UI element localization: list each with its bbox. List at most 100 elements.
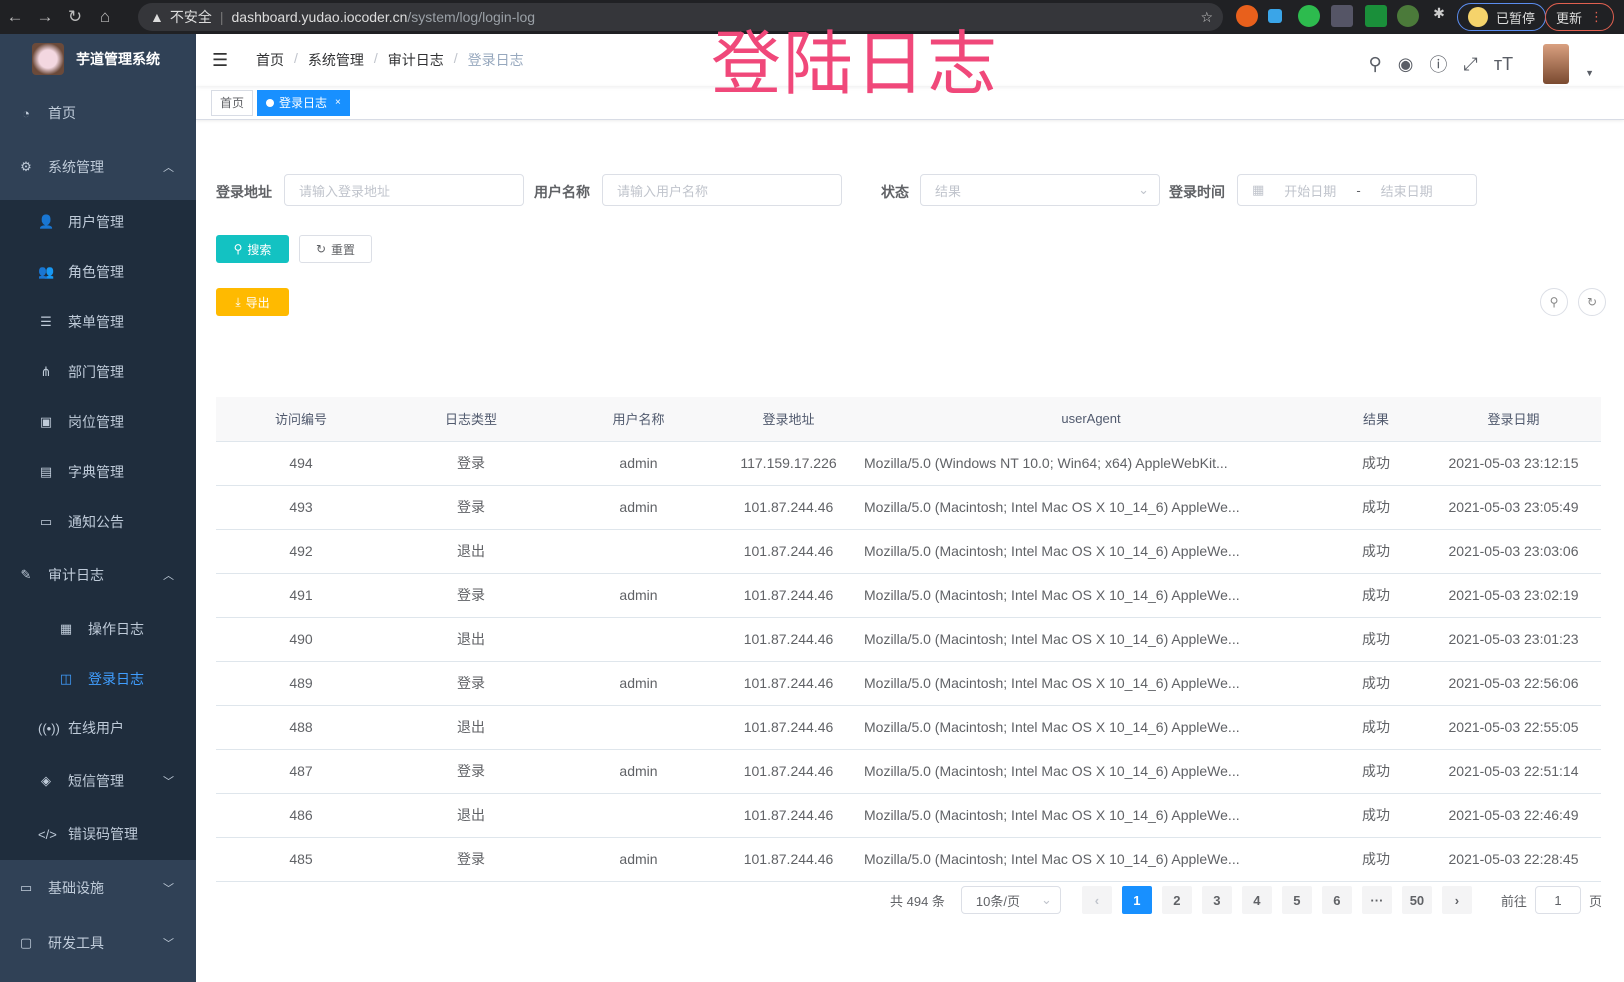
sidebar-item-label: 在线用户	[68, 720, 124, 736]
sidebar-item[interactable]: ◔ 首页	[0, 88, 196, 138]
caret-down-icon[interactable]: ▼	[1585, 68, 1594, 78]
font-size-icon[interactable]: ᴛT	[1493, 53, 1514, 74]
sidebar-item[interactable]: ▦ 操作日志	[0, 604, 196, 654]
avatar[interactable]	[1543, 44, 1570, 84]
goto-value: 1	[1554, 892, 1562, 908]
extension-icon[interactable]	[1298, 5, 1320, 27]
page-button[interactable]: 50	[1401, 886, 1432, 914]
puzzle-icon[interactable]: ✱	[1433, 5, 1445, 21]
sidebar-item[interactable]: ⋔ 部门管理	[0, 347, 196, 397]
fullscreen-icon[interactable]: ⤢	[1463, 53, 1478, 74]
sidebar-item[interactable]: ((•)) 在线用户	[0, 703, 196, 753]
prev-page-button[interactable]: ‹	[1081, 886, 1112, 914]
calendar-icon: ▦	[1252, 182, 1265, 197]
sidebar-item[interactable]: </> 错误码管理	[0, 809, 196, 859]
refresh-button[interactable]: ↻	[1578, 288, 1606, 316]
table-cell: 485	[216, 837, 386, 882]
extension-icon[interactable]	[1397, 5, 1419, 27]
page-button[interactable]: 2	[1161, 886, 1192, 914]
tag-login-log[interactable]: 登录日志 ×	[257, 89, 350, 116]
table-cell: 101.87.244.46	[721, 529, 856, 574]
active-dot	[266, 98, 275, 107]
home-icon[interactable]: ⌂	[99, 7, 111, 26]
username-input[interactable]: 请输入用户名称	[602, 174, 842, 206]
page-button[interactable]: 4	[1241, 886, 1272, 914]
search-button[interactable]: ⚲ 搜索	[216, 235, 289, 263]
page-button[interactable]: 3	[1201, 886, 1232, 914]
table-row[interactable]: 494 登录 admin 117.159.17.226 Mozilla/5.0 (Win…	[216, 441, 1601, 486]
table-cell: 成功	[1326, 441, 1426, 486]
sidebar-item[interactable]: 👤 用户管理	[0, 197, 196, 247]
chevron-down-icon: ⌄	[1041, 892, 1052, 907]
sidebar-item[interactable]: ◫ 登录日志	[0, 654, 196, 704]
github-icon[interactable]: ◉	[1397, 53, 1414, 74]
column-header: 登录日期	[1426, 397, 1601, 442]
sidebar-item[interactable]: ✎ 审计日志 ︿	[0, 550, 196, 600]
table-row[interactable]: 487 登录 admin 101.87.244.46 Mozilla/5.0 (Maci…	[216, 749, 1601, 794]
address-bar[interactable]: ▲ 不安全 | dashboard.yudao.iocoder.cn/syste…	[138, 3, 1223, 31]
table-cell: 101.87.244.46	[721, 573, 856, 618]
code-icon: </>	[38, 826, 57, 842]
sidebar-item[interactable]: ▣ 岗位管理	[0, 397, 196, 447]
next-page-button[interactable]: ›	[1441, 886, 1472, 914]
hamburger-icon[interactable]: ☰	[212, 49, 229, 70]
table-cell: 成功	[1326, 661, 1426, 706]
sidebar-item-label: 短信管理	[68, 773, 124, 789]
table-row[interactable]: 491 登录 admin 101.87.244.46 Mozilla/5.0 (Maci…	[216, 573, 1601, 618]
table-cell	[556, 793, 721, 838]
search-icon[interactable]: ⚲	[1368, 53, 1382, 74]
extension-icon[interactable]	[1236, 5, 1258, 27]
date-range-picker[interactable]: ▦ 开始日期 - 结束日期	[1237, 174, 1477, 206]
table-row[interactable]: 486 退出 101.87.244.46 Mozilla/5.0 (Macintosh…	[216, 793, 1601, 838]
page-button[interactable]: 5	[1281, 886, 1312, 914]
table-cell: 登录	[386, 661, 556, 706]
sidebar-item[interactable]: ◈ 短信管理 ﹀	[0, 756, 196, 806]
tag-home[interactable]: 首页	[211, 89, 254, 116]
sidebar-item[interactable]: ▭ 通知公告	[0, 497, 196, 547]
extension-icon[interactable]	[1331, 5, 1353, 27]
reload-icon[interactable]: ↻	[67, 7, 83, 26]
table-row[interactable]: 493 登录 admin 101.87.244.46 Mozilla/5.0 (Maci…	[216, 485, 1601, 530]
table-row[interactable]: 490 退出 101.87.244.46 Mozilla/5.0 (Macintosh…	[216, 617, 1601, 662]
sidebar-item[interactable]: ▢ 研发工具 ﹀	[0, 918, 196, 968]
page-button[interactable]: 6	[1321, 886, 1352, 914]
export-button[interactable]: ⤓ 导出	[216, 288, 289, 316]
extension-icon[interactable]	[1268, 9, 1282, 23]
page-size-select[interactable]: 10条/页 ⌄	[960, 886, 1061, 914]
question-icon[interactable]: ⓘ	[1429, 55, 1448, 75]
table-cell: 2021-05-03 22:56:06	[1426, 661, 1601, 706]
update-button[interactable]: 更新 ⋮	[1545, 3, 1615, 31]
table-cell: 2021-05-03 22:46:49	[1426, 793, 1601, 838]
sidebar-item[interactable]: ▭ 基础设施 ﹀	[0, 863, 196, 913]
ip-input[interactable]: 请输入登录地址	[284, 174, 524, 206]
table-cell: 成功	[1326, 617, 1426, 662]
sidebar-item[interactable]: ☰ 菜单管理	[0, 297, 196, 347]
tag-label: 首页	[220, 96, 245, 110]
sidebar-item-label: 系统管理	[48, 159, 104, 175]
sidebar-item[interactable]: ⚙ 系统管理 ︿	[0, 142, 196, 192]
page-button[interactable]: 1	[1121, 886, 1152, 914]
forward-icon[interactable]: →	[36, 7, 54, 26]
table-row[interactable]: 485 登录 admin 101.87.244.46 Mozilla/5.0 (Maci…	[216, 837, 1601, 882]
breadcrumb-item: 系统管理	[307, 52, 364, 68]
sidebar-item-label: 字典管理	[68, 464, 124, 480]
sidebar-item[interactable]: ▤ 字典管理	[0, 447, 196, 497]
status-select[interactable]: 结果 ⌄	[920, 174, 1160, 206]
profile-button[interactable]: 已暂停	[1457, 3, 1547, 31]
toggle-search-button[interactable]: ⚲	[1540, 288, 1568, 316]
extension-icon[interactable]	[1365, 5, 1387, 27]
bookmark-star-icon[interactable]: ☆	[1200, 8, 1213, 25]
table-cell: 2021-05-03 23:03:06	[1426, 529, 1601, 574]
table-cell: 101.87.244.46	[721, 661, 856, 706]
reset-button[interactable]: ↻ 重置	[299, 235, 372, 263]
page-button[interactable]: ···	[1361, 886, 1392, 914]
table-row[interactable]: 492 退出 101.87.244.46 Mozilla/5.0 (Macintosh…	[216, 529, 1601, 574]
table-row[interactable]: 489 登录 admin 101.87.244.46 Mozilla/5.0 (Maci…	[216, 661, 1601, 706]
table-row[interactable]: 488 退出 101.87.244.46 Mozilla/5.0 (Macintosh…	[216, 705, 1601, 750]
sidebar-item[interactable]: 👥 角色管理	[0, 247, 196, 297]
back-icon[interactable]: ←	[6, 7, 24, 26]
sidebar-logo[interactable]: 芋道管理系统	[0, 34, 196, 84]
breadcrumb-item[interactable]: 首页	[256, 52, 284, 68]
goto-page-input[interactable]: 1	[1534, 886, 1581, 914]
close-icon[interactable]: ×	[335, 97, 341, 108]
